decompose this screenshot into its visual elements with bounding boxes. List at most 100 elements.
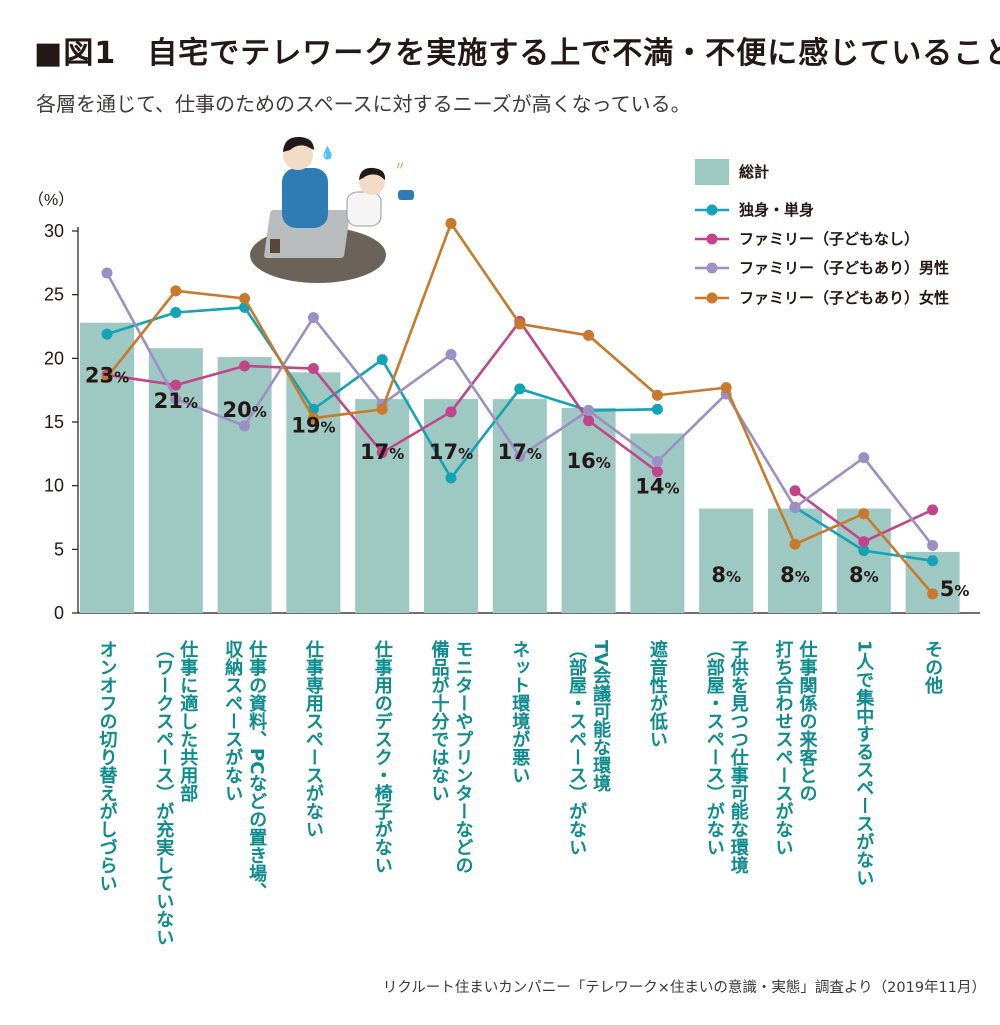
series-point — [239, 292, 251, 304]
y-tick-label: 15 — [44, 412, 64, 432]
bar-total — [424, 399, 478, 613]
category-label-line: その他 — [922, 640, 944, 694]
series-point — [858, 536, 870, 548]
category-label: 仕事専用スペースがない — [303, 639, 325, 838]
bar-value-label: 20% — [222, 398, 266, 422]
series-point — [514, 450, 526, 462]
series-point — [789, 501, 801, 513]
series-point — [583, 405, 595, 417]
series-point — [514, 383, 526, 395]
category-labels: オンオフの切り替えがしづらい 仕事に適した共用部（ワークスペース）が充実していない… — [97, 639, 945, 946]
series-point — [307, 363, 319, 375]
series-point — [583, 415, 595, 427]
category-label-line: 打ち合わせスペースがない — [773, 639, 794, 856]
category-label-line: TV会議可能な環境 — [590, 640, 611, 792]
bar-total — [561, 407, 616, 613]
category-label-line: （部屋・スペース）がない — [704, 640, 725, 856]
bar-total — [355, 399, 410, 613]
bar-value-label: 8% — [780, 563, 810, 587]
chart-source-note: リクルート住まいカンパニー「テレワーク×住まいの意識・実態」調査より（2019年… — [382, 980, 986, 996]
series-point — [239, 360, 251, 372]
series-point — [170, 379, 182, 391]
y-axis-unit: （%） — [28, 191, 74, 209]
chart-subtitle: 各層を通じて、仕事のためのスペースに対するニーズが高くなっている。 — [36, 92, 691, 116]
y-tick-label: 30 — [44, 221, 64, 241]
series-point — [858, 545, 870, 557]
bar-total — [699, 508, 754, 613]
bar-value-label: 14% — [635, 474, 679, 498]
series-point — [101, 371, 113, 383]
category-label: 子供を見つつ仕事可能な環境（部屋・スペース）がない — [704, 640, 750, 874]
bar-total — [148, 348, 203, 613]
legend-swatch-point — [706, 204, 718, 216]
series-point — [101, 328, 113, 340]
bar-value-label: 8% — [849, 563, 879, 587]
series-point — [445, 217, 457, 229]
series-point — [445, 406, 457, 418]
category-label-line: （部屋・スペース）がない — [566, 640, 587, 856]
category-label: TV会議可能な環境（部屋・スペース）がない — [566, 640, 611, 856]
series-point — [651, 455, 663, 467]
y-tick-label: 0 — [54, 603, 64, 623]
series-point — [101, 267, 113, 279]
series-point — [376, 447, 388, 459]
legend-label-single: 独身・単身 — [739, 201, 814, 219]
legend-label-family-no-child: ファミリー（子どもなし） — [739, 230, 919, 248]
series-point — [927, 504, 939, 516]
y-tick-label: 10 — [44, 476, 64, 496]
category-label: 1人で集中するスペースがない — [853, 640, 875, 887]
chart-title: ■図1 自宅でテレワークを実施する上で不満・不便に感じていること — [34, 36, 1000, 71]
series-point — [720, 382, 732, 394]
series-point — [927, 555, 939, 567]
series-point — [927, 540, 939, 552]
bar-value-label: 17% — [360, 440, 404, 464]
y-tick-label: 20 — [44, 348, 64, 368]
category-label: 仕事に適した共用部（ワークスペース）が充実していない — [153, 639, 199, 946]
series-point — [170, 393, 182, 405]
category-label: 仕事の資料、PCなどの置き場、収納スペースがない — [222, 639, 268, 901]
series-point — [376, 403, 388, 415]
category-label: ネット環境が悪い — [509, 640, 530, 784]
category-label: 遮音性が低い — [647, 639, 669, 748]
category-label: 仕事用のデスク・椅子がない — [372, 639, 394, 874]
series-point — [651, 389, 663, 401]
category-label-line: 子供を見つつ仕事可能な環境 — [728, 640, 750, 874]
category-label-line: 仕事関係の来客との — [797, 639, 819, 802]
bar-value-label: 8% — [711, 563, 741, 587]
series-point — [307, 312, 319, 324]
legend-label-total: 総計 — [739, 163, 769, 181]
bar-value-label: 21% — [154, 389, 198, 413]
category-label-line: オンオフの切り替えがしづらい — [97, 640, 118, 892]
bar-value-labels: 23% 21% 20% 19% 17% 17% 17% 16% 14% 8% 8% 8% 5% — [85, 364, 970, 601]
legend-label-family-child-male: ファミリー（子どもあり）男性 — [739, 259, 949, 277]
category-label-line: 仕事用のデスク・椅子がない — [372, 639, 394, 874]
series-point — [789, 538, 801, 550]
category-label-line: ネット環境が悪い — [509, 640, 530, 784]
series-point — [583, 329, 595, 341]
bar-total — [492, 399, 547, 613]
series-point — [239, 420, 251, 432]
series-point — [170, 306, 182, 318]
series-point — [445, 472, 457, 484]
y-tick-label: 25 — [44, 285, 64, 305]
legend-swatch-point — [706, 233, 718, 245]
bar-series-total — [80, 322, 960, 613]
line-series-family-child-female — [101, 217, 939, 600]
category-label-line: モニターやプリンターなどの — [453, 640, 474, 874]
legend-swatch-point — [706, 292, 718, 304]
category-label-line: 仕事に適した共用部 — [177, 639, 199, 803]
series-point — [858, 452, 870, 464]
category-label-line: 収納スペースがない — [222, 640, 243, 802]
legend-swatch-point — [706, 262, 718, 274]
series-point — [651, 466, 663, 478]
series-point — [927, 588, 939, 600]
bar-value-label: 17% — [498, 440, 542, 464]
series-point — [307, 412, 319, 424]
legend-swatch-total — [695, 159, 729, 185]
category-label-line: （ワークスペース）が充実していない — [153, 640, 174, 946]
bar-value-label: 19% — [291, 413, 335, 437]
y-tick-label: 5 — [54, 539, 64, 559]
